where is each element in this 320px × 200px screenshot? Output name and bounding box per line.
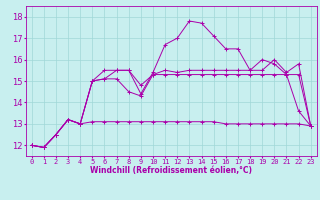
X-axis label: Windchill (Refroidissement éolien,°C): Windchill (Refroidissement éolien,°C)	[90, 166, 252, 175]
